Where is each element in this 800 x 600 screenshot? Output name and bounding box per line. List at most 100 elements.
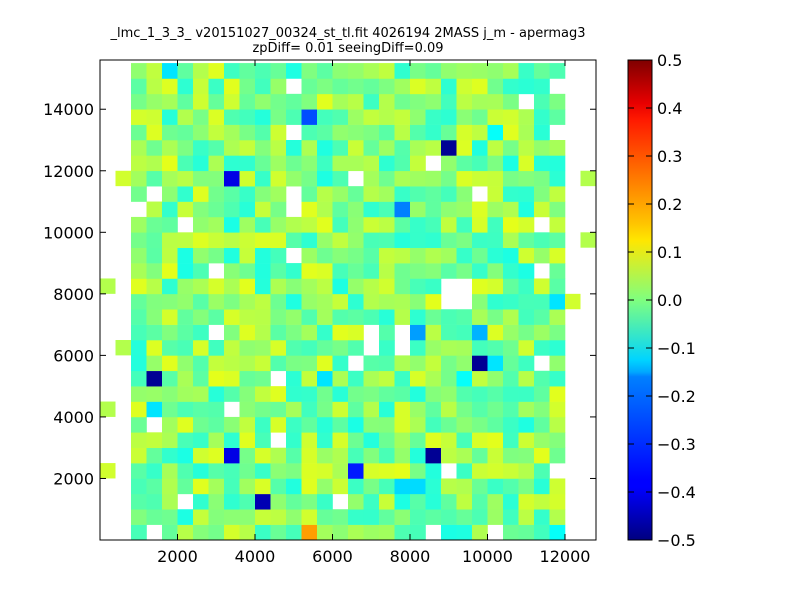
heatmap-cell: [394, 432, 411, 448]
heatmap-cell: [487, 509, 504, 525]
heatmap-cell: [239, 93, 256, 110]
heatmap-cell: [363, 78, 380, 95]
heatmap-cell: [503, 309, 519, 325]
heatmap-cell: [441, 401, 457, 418]
heatmap-cell: [224, 278, 240, 295]
heatmap-cell: [270, 109, 287, 125]
heatmap-cell: [146, 463, 163, 479]
heatmap-cell: [239, 186, 256, 202]
heatmap-cell: [394, 186, 411, 202]
heatmap-cell: [534, 340, 550, 356]
heatmap-cell: [332, 109, 349, 125]
heatmap-cell: [131, 478, 147, 495]
heatmap-cell: [317, 201, 333, 218]
heatmap-cell: [286, 155, 302, 172]
heatmap-cell: [208, 447, 225, 464]
heatmap-cell: [456, 324, 473, 341]
heatmap-cell: [534, 124, 550, 141]
heatmap-cell: [487, 463, 504, 479]
heatmap-cell: [456, 63, 473, 79]
heatmap-cell: [379, 493, 395, 510]
heatmap-cell: [534, 309, 550, 325]
heatmap-cell: [131, 263, 147, 279]
heatmap-cell: [456, 140, 473, 156]
heatmap-cell: [379, 263, 395, 279]
heatmap-cell: [286, 170, 302, 187]
y-tick-label: 12000: [43, 162, 94, 181]
heatmap-cell: [162, 324, 178, 341]
colorbar-tick-label: −0.3: [657, 435, 696, 454]
heatmap-cell: [487, 416, 504, 433]
heatmap-cell: [100, 278, 116, 294]
heatmap-cell: [549, 509, 566, 525]
heatmap-cell: [394, 263, 411, 279]
heatmap-cell: [503, 232, 519, 248]
heatmap-cell: [410, 216, 426, 233]
heatmap-cell: [503, 201, 519, 218]
heatmap-cell: [394, 78, 411, 95]
heatmap-cell: [177, 432, 194, 448]
heatmap-cell: [441, 201, 457, 218]
heatmap-cell: [425, 340, 442, 356]
heatmap-cell: [456, 216, 473, 233]
heatmap-cell: [162, 509, 178, 525]
heatmap-cell: [394, 232, 411, 248]
heatmap-cell: [224, 186, 240, 202]
heatmap-cell: [394, 355, 411, 372]
heatmap-cell: [487, 155, 504, 172]
chart-title-line2: zpDiff= 0.01 seeingDiff=0.09: [252, 41, 443, 56]
heatmap-cell: [425, 263, 442, 279]
heatmap-cell: [255, 263, 271, 279]
heatmap-cell: [317, 340, 333, 356]
heatmap-cell: [425, 109, 442, 125]
heatmap-cell: [487, 63, 504, 79]
heatmap-cell: [472, 216, 488, 233]
heatmap-cell: [534, 416, 550, 433]
heatmap-cell: [518, 309, 535, 325]
heatmap-cell: [255, 247, 271, 264]
heatmap-cell: [379, 124, 395, 141]
heatmap-cell: [255, 78, 271, 95]
heatmap-cell: [379, 278, 395, 295]
heatmap-cell: [286, 278, 302, 295]
heatmap-cell: [208, 355, 225, 372]
heatmap-cell: [270, 447, 287, 464]
heatmap-cell: [441, 124, 457, 141]
heatmap-cell: [301, 370, 318, 387]
heatmap-cell: [208, 463, 225, 479]
heatmap-cell: [379, 93, 395, 110]
heatmap-cell: [363, 63, 380, 79]
heatmap-cell: [394, 109, 411, 125]
heatmap-cell: [363, 416, 380, 433]
heatmap-cell: [518, 170, 535, 187]
heatmap-cell: [348, 201, 364, 218]
y-tick-label: 4000: [53, 408, 94, 427]
heatmap-cell: [363, 309, 380, 325]
heatmap-cell: [441, 432, 457, 448]
heatmap-cell: [255, 278, 271, 295]
heatmap-cell: [534, 324, 550, 341]
heatmap-cell: [317, 247, 333, 264]
heatmap-cell: [332, 478, 349, 495]
heatmap-cell: [224, 432, 240, 448]
heatmap-cell: [286, 324, 302, 341]
heatmap-cell: [441, 247, 457, 264]
heatmap-cell: [518, 216, 535, 233]
heatmap-cell: [518, 278, 535, 295]
heatmap-cell: [332, 263, 349, 279]
colorbar-tick-label: 0.0: [657, 291, 682, 310]
heatmap-cell: [131, 340, 147, 356]
heatmap-cell: [456, 509, 473, 525]
heatmap-cell: [208, 170, 225, 187]
heatmap-cell: [503, 216, 519, 233]
heatmap-cell: [379, 63, 395, 79]
heatmap-cell: [425, 370, 442, 387]
heatmap-cell: [348, 232, 364, 248]
heatmap-cell: [410, 186, 426, 202]
heatmap-cell: [472, 524, 488, 541]
x-axis: 2000 4000 6000 8000 10000 12000: [157, 60, 590, 566]
heatmap-cell: [549, 355, 566, 372]
heatmap-cell: [208, 478, 225, 495]
heatmap-cell: [379, 340, 395, 356]
heatmap-cell: [255, 386, 271, 402]
